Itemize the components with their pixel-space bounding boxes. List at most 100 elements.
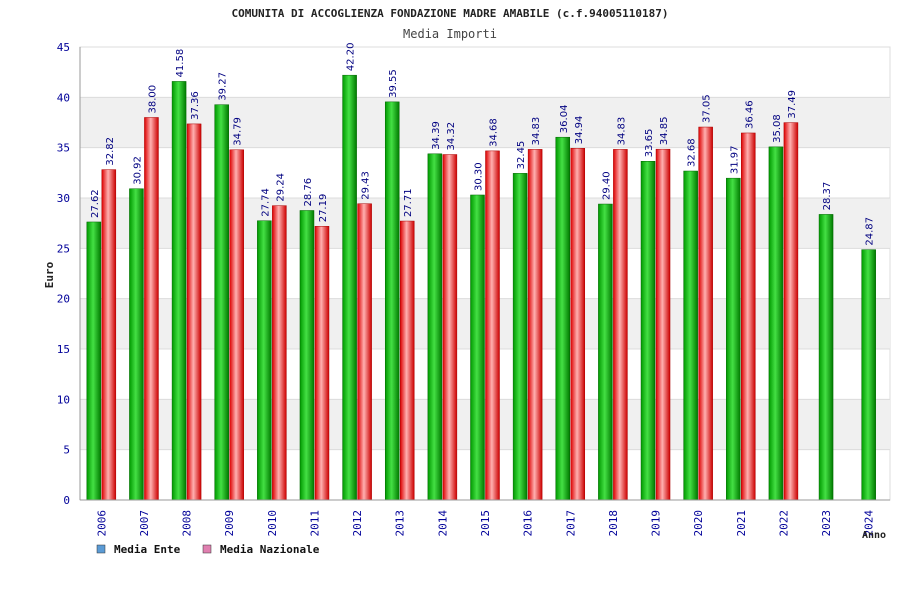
y-tick-label: 0 bbox=[63, 494, 70, 507]
chart-title: COMUNITA DI ACCOGLIENZA FONDAZIONE MADRE… bbox=[231, 7, 668, 20]
bar-media-nazionale bbox=[527, 149, 543, 501]
legend-item-nazionale: Media Nazionale bbox=[202, 543, 320, 556]
y-axis-label: Euro bbox=[43, 261, 56, 288]
x-tick-label: 2008 bbox=[181, 510, 194, 537]
bar-media-ente bbox=[640, 161, 656, 501]
grid-band bbox=[80, 399, 890, 450]
grid-band bbox=[80, 298, 890, 349]
bar-media-nazionale bbox=[144, 117, 159, 501]
grid-band bbox=[80, 198, 890, 249]
data-label-ente: 36.04 bbox=[559, 105, 570, 134]
x-tick-label: 2010 bbox=[266, 510, 279, 537]
x-tick-label: 2022 bbox=[777, 510, 790, 537]
y-tick-label: 45 bbox=[57, 41, 70, 54]
bar-media-nazionale bbox=[399, 220, 415, 501]
bar-media-ente bbox=[683, 170, 698, 501]
data-label-ente: 34.39 bbox=[431, 121, 442, 150]
x-tick-label: 2021 bbox=[735, 510, 748, 537]
bar-media-nazionale bbox=[357, 203, 372, 501]
x-tick-label: 2023 bbox=[820, 510, 833, 537]
x-tick-label: 2024 bbox=[863, 510, 876, 537]
data-label-nazionale: 34.83 bbox=[531, 117, 542, 146]
data-label-nazionale: 36.46 bbox=[744, 100, 755, 129]
data-label-ente: 39.27 bbox=[218, 72, 229, 101]
y-tick-label: 20 bbox=[57, 293, 70, 306]
data-label-ente: 27.62 bbox=[90, 189, 101, 218]
bar-media-nazionale bbox=[314, 226, 330, 501]
legend-label-nazionale: Media Nazionale bbox=[220, 543, 320, 556]
data-label-nazionale: 38.00 bbox=[147, 85, 158, 114]
data-label-nazionale: 34.83 bbox=[616, 117, 627, 146]
bar-media-nazionale bbox=[101, 169, 117, 501]
grid-band bbox=[80, 97, 890, 148]
x-tick-label: 2018 bbox=[607, 510, 620, 537]
data-label-nazionale: 29.24 bbox=[275, 173, 286, 202]
x-tick-label: 2016 bbox=[522, 510, 535, 537]
y-tick-label: 15 bbox=[57, 343, 70, 356]
bar-media-ente bbox=[86, 221, 102, 501]
x-tick-label: 2014 bbox=[436, 510, 449, 537]
data-label-nazionale: 29.43 bbox=[361, 171, 372, 200]
data-label-nazionale: 32.82 bbox=[105, 137, 116, 166]
data-label-nazionale: 34.85 bbox=[659, 117, 670, 146]
data-label-nazionale: 27.71 bbox=[403, 188, 414, 217]
bar-media-nazionale bbox=[485, 150, 500, 501]
bar-media-nazionale bbox=[783, 122, 799, 501]
y-tick-label: 5 bbox=[63, 444, 70, 457]
x-tick-label: 2015 bbox=[479, 510, 492, 537]
legend-swatch-ente bbox=[96, 544, 106, 554]
bar-media-nazionale bbox=[570, 148, 586, 501]
bar-media-nazionale bbox=[698, 126, 713, 501]
x-tick-label: 2013 bbox=[394, 510, 407, 537]
bar-media-ente bbox=[427, 153, 443, 501]
bar-media-ente bbox=[299, 210, 315, 501]
data-label-ente: 42.20 bbox=[346, 43, 357, 72]
data-label-ente: 32.45 bbox=[516, 141, 527, 170]
bar-media-ente bbox=[257, 220, 272, 501]
y-tick-label: 35 bbox=[57, 142, 70, 155]
bar-media-nazionale bbox=[186, 123, 202, 501]
bar-media-ente bbox=[342, 74, 357, 501]
bar-media-ente bbox=[598, 203, 613, 501]
data-label-ente: 28.76 bbox=[303, 178, 314, 207]
data-label-ente: 33.65 bbox=[644, 129, 655, 158]
data-label-nazionale: 27.19 bbox=[318, 194, 329, 223]
y-tick-label: 30 bbox=[57, 192, 70, 205]
bar-media-ente bbox=[470, 194, 485, 501]
bar-media-ente bbox=[818, 214, 834, 501]
data-label-nazionale: 37.36 bbox=[190, 91, 201, 120]
data-label-ente: 35.08 bbox=[772, 114, 783, 143]
data-label-ente: 27.74 bbox=[260, 188, 271, 217]
data-label-ente: 29.40 bbox=[601, 171, 612, 200]
data-label-ente: 41.58 bbox=[175, 49, 186, 78]
y-tick-label: 10 bbox=[57, 393, 70, 406]
bar-media-ente bbox=[171, 81, 187, 501]
bar-media-nazionale bbox=[272, 205, 287, 501]
data-label-ente: 28.37 bbox=[822, 182, 833, 211]
x-tick-label: 2006 bbox=[95, 510, 108, 537]
data-label-ente: 24.87 bbox=[865, 217, 876, 246]
bar-media-nazionale bbox=[442, 154, 458, 501]
data-label-nazionale: 34.32 bbox=[446, 122, 457, 151]
x-tick-label: 2017 bbox=[564, 510, 577, 537]
x-tick-label: 2012 bbox=[351, 510, 364, 537]
data-label-nazionale: 34.94 bbox=[574, 116, 585, 145]
data-label-ente: 30.30 bbox=[474, 162, 485, 191]
bar-media-nazionale bbox=[741, 132, 756, 501]
x-tick-label: 2011 bbox=[308, 510, 321, 537]
data-label-nazionale: 37.49 bbox=[787, 90, 798, 119]
data-label-ente: 32.68 bbox=[687, 138, 698, 167]
legend-item-ente: Media Ente bbox=[96, 543, 181, 556]
chart-subtitle: Media Importi bbox=[403, 27, 497, 41]
bar-media-ente bbox=[129, 188, 144, 501]
x-tick-label: 2009 bbox=[223, 510, 236, 537]
bar-media-ente bbox=[214, 104, 229, 501]
y-tick-label: 25 bbox=[57, 242, 70, 255]
data-label-nazionale: 34.68 bbox=[489, 118, 500, 147]
x-axis-label: Anno bbox=[862, 530, 886, 541]
data-label-nazionale: 34.79 bbox=[233, 117, 244, 146]
bar-media-nazionale bbox=[613, 149, 628, 501]
data-label-ente: 31.97 bbox=[729, 146, 740, 175]
bar-media-ente bbox=[861, 249, 876, 501]
